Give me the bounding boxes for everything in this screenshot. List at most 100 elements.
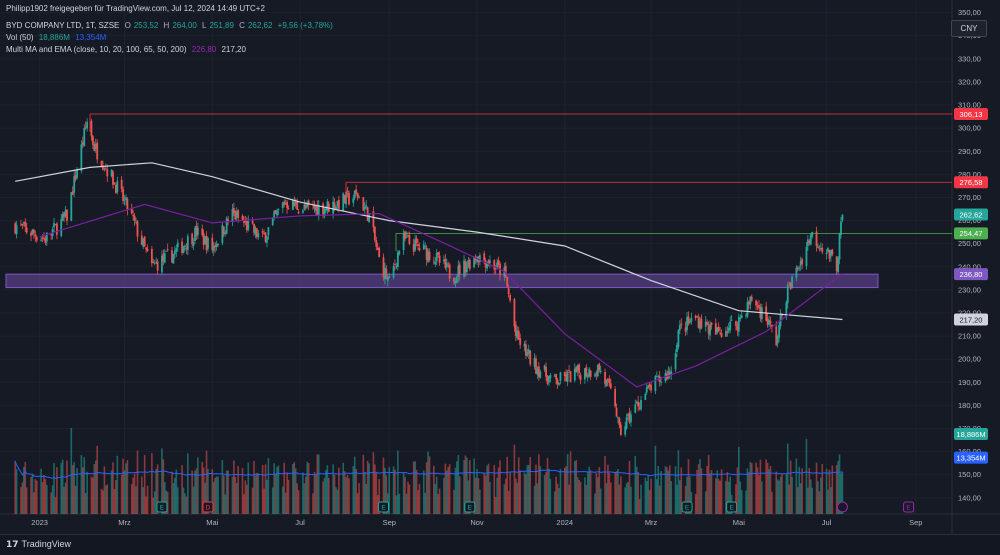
candle: [458, 264, 461, 275]
volume-bar: [197, 457, 199, 514]
volume-bar: [41, 482, 44, 514]
candle: [83, 127, 86, 146]
candle: [569, 371, 572, 383]
volume-bar: [215, 476, 218, 514]
last-price-badge: [954, 208, 988, 221]
candle: [607, 378, 609, 381]
volume-bar: [609, 482, 612, 514]
volume-legend[interactable]: Vol (50) 18,886M 13,354M: [6, 33, 109, 42]
candle: [635, 402, 638, 404]
candle: [837, 258, 840, 273]
candle: [417, 244, 419, 247]
price-tick-label: 290,00: [958, 147, 981, 156]
volume-bar: [417, 490, 419, 514]
candle: [184, 245, 186, 248]
ma-200-value-badge: [954, 313, 988, 326]
candle: [529, 350, 532, 365]
candle: [224, 232, 227, 234]
volume-bar: [625, 483, 628, 514]
candle: [40, 239, 42, 241]
volume-bar: [503, 484, 506, 514]
high-label: H: [163, 21, 170, 30]
volume-bar: [414, 461, 416, 514]
volume-bar: [428, 456, 431, 514]
volume-bar: [509, 472, 511, 514]
earnings-marker: [464, 501, 476, 513]
volume-bar: [382, 457, 385, 514]
price-tick-label: 250,00: [958, 239, 981, 248]
volume-bar: [766, 462, 769, 514]
volume-bar: [660, 471, 662, 514]
volume-bar: [647, 475, 649, 514]
volume-bar: [292, 464, 294, 514]
ma-legend[interactable]: Multi MA and EMA (close, 10, 20, 100, 65…: [6, 45, 249, 54]
candle: [548, 375, 550, 382]
volume-bar: [710, 470, 713, 514]
candle: [251, 220, 254, 224]
candle: [444, 258, 447, 269]
candle: [476, 258, 478, 262]
volume-bar: [781, 473, 783, 514]
volume-bar: [716, 470, 719, 514]
volume-bars-group: [14, 428, 844, 514]
candle: [817, 246, 819, 248]
volume-bar: [71, 465, 74, 514]
candle: [271, 217, 274, 226]
volume-bar: [305, 476, 307, 514]
volume-bar: [412, 461, 415, 514]
candle: [506, 277, 509, 287]
volume-bar: [132, 477, 134, 514]
volume-bar: [801, 468, 803, 514]
currency-button[interactable]: CNY: [951, 20, 987, 37]
candle: [830, 249, 832, 257]
volume-bar: [778, 480, 780, 514]
volume-bar: [263, 488, 265, 514]
volume-bar: [207, 468, 209, 514]
candle: [670, 370, 673, 375]
tradingview-logo-icon: 17: [6, 540, 19, 550]
candle: [132, 215, 135, 216]
earnings-marker-glyph: E: [729, 505, 734, 512]
resistance-276-badge-label: 276,58: [960, 178, 983, 187]
volume-bar: [543, 474, 546, 514]
candle: [192, 242, 195, 246]
candle: [645, 387, 648, 393]
candle: [415, 238, 418, 243]
volume-bar: [727, 481, 730, 514]
ma-200-value-badge-label: 217,20: [960, 315, 983, 324]
candle: [294, 202, 297, 205]
candle: [448, 264, 451, 279]
volume-bar: [191, 470, 193, 514]
candle: [468, 259, 471, 269]
volume-bar: [791, 476, 793, 514]
candle: [599, 370, 602, 373]
volume-bar: [110, 470, 113, 514]
candle: [267, 227, 270, 235]
volume-bar: [372, 452, 375, 514]
candle: [809, 234, 812, 245]
candle: [44, 237, 47, 244]
volume-ma-badge-label: 13,354M: [956, 453, 985, 462]
price-tick-label: 210,00: [958, 332, 981, 341]
volume-bar: [750, 463, 753, 514]
candle: [384, 267, 386, 280]
candle: [605, 379, 608, 387]
volume-bar: [166, 491, 169, 514]
change-value: +9,56 (+3,78%): [277, 21, 333, 30]
volume-bar: [302, 472, 304, 514]
volume-bar: [506, 456, 509, 514]
candle: [373, 226, 376, 241]
candle: [84, 126, 87, 128]
candle: [394, 264, 396, 265]
candle: [727, 327, 730, 332]
symbol-legend[interactable]: BYD COMPANY LTD, 1T, SZSE O 253,52 H 264,0…: [6, 21, 336, 30]
candle: [700, 318, 703, 328]
candle: [507, 288, 510, 295]
candle: [549, 374, 552, 379]
candle: [644, 393, 647, 400]
candle: [720, 332, 723, 338]
volume-bar: [811, 487, 814, 514]
tradingview-logo[interactable]: 17 TradingView: [6, 539, 71, 550]
volume-bar: [184, 493, 186, 514]
